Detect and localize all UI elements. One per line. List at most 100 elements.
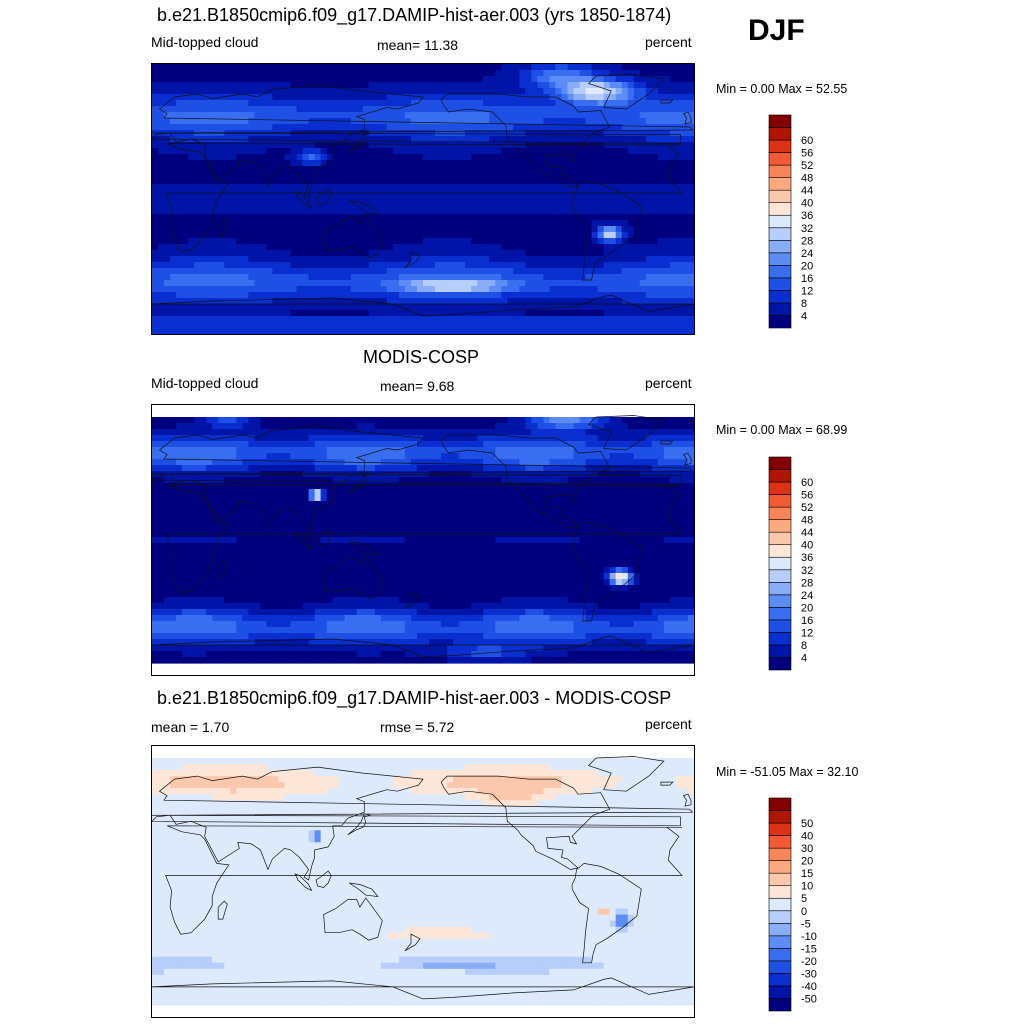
field-cell xyxy=(531,220,539,227)
field-cell xyxy=(609,118,617,125)
field-cell xyxy=(615,310,623,317)
field-cell xyxy=(567,447,575,454)
field-cell xyxy=(639,196,647,203)
field-cell xyxy=(489,328,496,334)
field-cell xyxy=(320,154,328,161)
field-cell xyxy=(320,429,328,436)
field-cell xyxy=(320,226,328,233)
field-cell xyxy=(465,322,472,329)
field-cell xyxy=(633,64,641,71)
field-cell xyxy=(537,196,545,203)
field-cell xyxy=(513,250,520,257)
field-cell xyxy=(230,208,237,215)
field-cell xyxy=(675,184,683,191)
field-cell xyxy=(555,202,563,209)
field-cell xyxy=(182,447,189,454)
field-cell xyxy=(302,447,310,454)
field-cell xyxy=(507,268,514,275)
field-cell xyxy=(585,226,593,233)
field-cell xyxy=(326,256,334,263)
field-cell xyxy=(453,256,460,263)
field-cell xyxy=(320,328,328,334)
field-cell xyxy=(429,202,436,209)
field-cell xyxy=(158,250,165,257)
field-cell xyxy=(272,316,280,323)
field-cell xyxy=(429,465,436,472)
field-cell xyxy=(176,453,183,460)
field-cell xyxy=(374,118,382,125)
field-cell xyxy=(266,94,274,101)
field-cell xyxy=(501,172,508,179)
field-cell xyxy=(429,88,436,95)
field-cell xyxy=(657,256,665,263)
field-cell xyxy=(543,244,551,251)
field-cell xyxy=(410,417,418,424)
field-cell xyxy=(314,124,322,131)
field-cell xyxy=(236,166,243,173)
colorbar-box xyxy=(768,302,792,316)
field-cell xyxy=(639,304,647,311)
field-cell xyxy=(525,423,532,430)
field-cell xyxy=(308,268,316,275)
field-cell xyxy=(651,76,659,83)
field-cell xyxy=(152,160,159,167)
field-cell xyxy=(447,465,454,472)
field-cell xyxy=(609,184,617,191)
field-cell xyxy=(398,82,406,89)
field-cell xyxy=(441,280,448,287)
field-cell xyxy=(513,76,520,83)
field-cell xyxy=(531,226,539,233)
field-cell xyxy=(495,310,502,317)
field-cell xyxy=(266,286,274,293)
field-cell xyxy=(681,238,689,245)
field-cell xyxy=(416,202,424,209)
field-cell xyxy=(170,244,177,251)
field-cell xyxy=(687,208,694,215)
field-cell xyxy=(380,202,388,209)
field-cell xyxy=(435,142,442,149)
field-cell xyxy=(230,142,237,149)
field-cell xyxy=(687,154,694,161)
field-cell xyxy=(206,316,213,323)
field-cell xyxy=(296,178,304,185)
field-cell xyxy=(687,465,694,472)
field-cell xyxy=(194,70,201,77)
field-cell xyxy=(230,441,237,448)
coastline xyxy=(404,250,421,269)
field-cell xyxy=(200,417,207,424)
field-cell xyxy=(501,196,508,203)
field-cell xyxy=(675,322,683,329)
field-cell xyxy=(477,88,484,95)
field-cell xyxy=(230,429,237,436)
field-cell xyxy=(152,465,159,472)
field-cell xyxy=(230,447,237,454)
field-cell xyxy=(537,471,545,478)
field-cell xyxy=(152,184,159,191)
field-cell xyxy=(591,256,599,263)
field-cell xyxy=(260,148,268,155)
colorbar-box xyxy=(768,214,792,229)
field-cell xyxy=(435,220,442,227)
field-cell xyxy=(669,118,677,125)
field-cell xyxy=(537,262,545,269)
field-cell xyxy=(338,178,346,185)
field-cell xyxy=(615,423,623,430)
field-cell xyxy=(687,220,694,227)
field-cell xyxy=(483,316,490,323)
field-cell xyxy=(447,471,454,478)
field-cell xyxy=(573,322,581,329)
field-cell xyxy=(531,268,539,275)
field-cell xyxy=(597,423,605,430)
field-cell xyxy=(453,148,460,155)
field-cell xyxy=(350,154,358,161)
field-cell xyxy=(477,310,484,317)
field-cell xyxy=(507,429,514,436)
field-cell xyxy=(495,471,502,478)
field-cell xyxy=(302,465,310,472)
field-cell xyxy=(212,435,219,442)
field-cell xyxy=(459,262,466,269)
field-cell xyxy=(561,471,569,478)
field-cell xyxy=(290,196,298,203)
field-cell xyxy=(314,322,322,329)
field-cell xyxy=(657,232,665,239)
